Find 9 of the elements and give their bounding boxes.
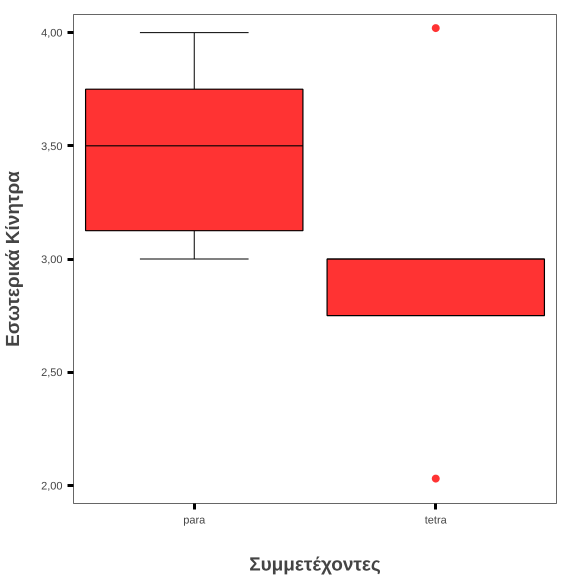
y-tick-label: 2,00 xyxy=(41,480,63,492)
y-axis-title: Εσωτερικά Κίνητρα xyxy=(3,170,24,347)
y-tick-label: 3,00 xyxy=(41,254,63,266)
x-tick-label: para xyxy=(183,514,206,526)
y-tick-label: 3,50 xyxy=(41,140,63,153)
y-tick-label: 4,00 xyxy=(41,28,63,40)
x-tick-label: tetra xyxy=(424,514,448,526)
y-tick-label: 2,50 xyxy=(41,367,63,380)
x-axis-title: Συμμετέχοντες xyxy=(249,554,381,576)
